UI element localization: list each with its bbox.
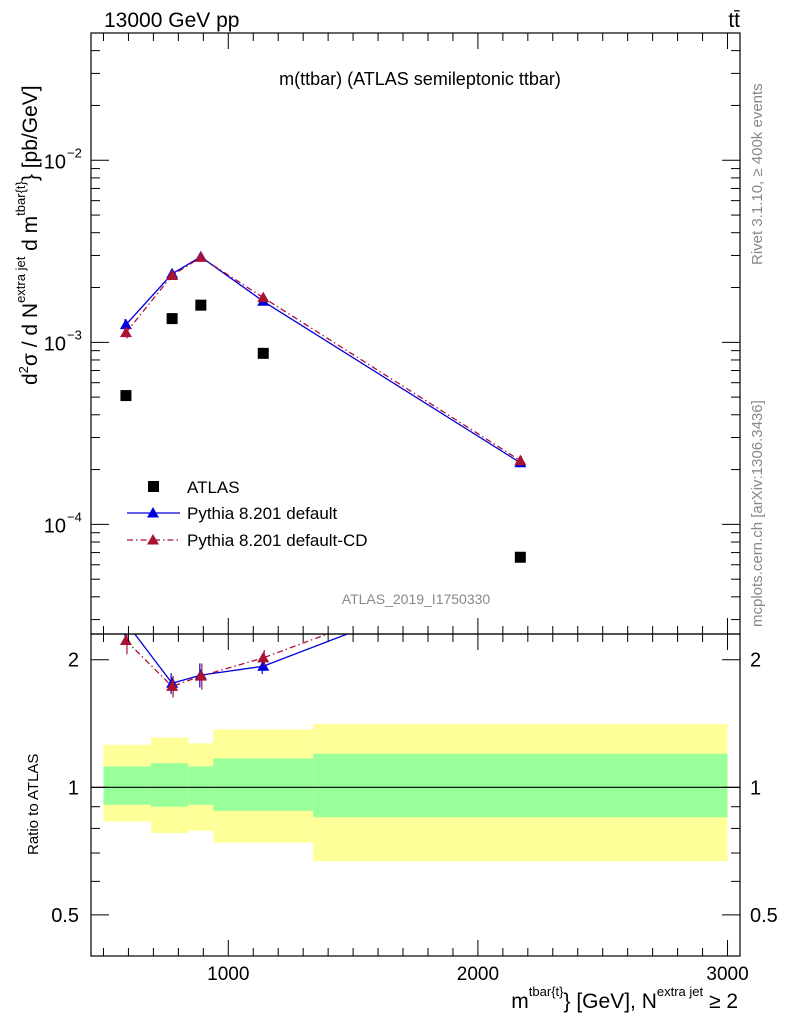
x-tick-label: 1000	[207, 964, 249, 985]
ratio-band-inner	[103, 766, 151, 805]
data-point-mc	[119, 326, 132, 338]
series-line	[125, 256, 521, 462]
data-point-atlas	[514, 551, 526, 563]
ratio-point	[257, 651, 270, 663]
ratio-tick-label-right: 1	[750, 777, 761, 799]
x-axis-title-text: mtbar{t}} [GeV], Nextra jet ≥ 2	[511, 984, 738, 1013]
process-label: tt̄	[728, 9, 740, 32]
data-point-atlas	[195, 299, 207, 311]
analysis-id: ATLAS_2019_I1750330	[342, 591, 491, 607]
ratio-tick-label-left: 0.5	[51, 905, 79, 927]
ratio-frame	[90, 633, 741, 957]
legend-marker-mc	[147, 507, 159, 518]
ratio-tick-label-right: 0.5	[750, 905, 778, 927]
series-line	[125, 256, 521, 464]
ratio-tick-label-left: 1	[68, 777, 79, 799]
ratio-band-inner	[213, 758, 314, 811]
data-point-mc	[194, 251, 207, 262]
data-point-mc	[119, 318, 132, 330]
legend-label: Pythia 8.201 default-CD	[187, 531, 368, 550]
chart-title: m(ttbar) (ATLAS semileptonic ttbar)	[279, 69, 561, 89]
legend-marker-mc	[147, 534, 159, 545]
ratio-axis-title: Ratio to ATLAS	[25, 754, 42, 855]
main-marks	[119, 250, 527, 563]
legend-label: ATLAS	[187, 478, 240, 497]
rivet-label: Rivet 3.1.10, ≥ 400k events	[749, 83, 766, 265]
main-axes: 10−410−310−2	[44, 32, 740, 634]
ratio-tick-label-right: 2	[750, 650, 761, 672]
ratio-axes: 1000 2000 3000 0.5 0.5 1 1 2 2	[51, 634, 778, 985]
x-tick-label: 3000	[706, 964, 748, 985]
y-tick-label: 10	[44, 515, 66, 537]
data-point-mc	[166, 269, 179, 280]
legend-label: Pythia 8.201 default	[187, 504, 338, 523]
data-point-atlas	[257, 347, 269, 359]
y-axis-title-text: d2σ / d Nextra jet d mtbar{t}} [pb/GeV]	[13, 85, 42, 385]
mcplots-label: mcplots.cern.ch [arXiv:1306.3436]	[749, 400, 766, 627]
energy-label: 13000 GeV pp	[104, 9, 239, 32]
x-axis-title: mtbar{t}} [GeV], Nextra jet ≥ 2	[511, 984, 738, 1013]
legend-marker-atlas	[148, 481, 159, 492]
main-panel: 10−410−310−2 m(ttbar) (ATLAS semileptoni…	[44, 32, 741, 635]
ratio-line	[133, 634, 350, 685]
y-tick-exponent: −4	[67, 509, 82, 524]
data-point-atlas	[166, 313, 178, 325]
x-tick-label: 2000	[457, 964, 499, 985]
y-tick-label: 10	[44, 333, 66, 355]
ratio-point	[514, 562, 526, 573]
ratio-tick-label-left: 2	[68, 650, 79, 672]
ratio-point	[120, 616, 132, 627]
data-point-atlas	[120, 390, 132, 402]
legend: ATLAS Pythia 8.201 default Pythia 8.201 de…	[127, 478, 368, 550]
ratio-panel: 1000 2000 3000 0.5 0.5 1 1 2 2	[51, 562, 778, 985]
ratio-point	[194, 670, 207, 681]
ratio-point	[166, 680, 179, 691]
ratio-band-inner	[150, 763, 189, 807]
ratio-marks	[91, 562, 740, 862]
y-tick-exponent: −2	[67, 145, 82, 160]
ratio-point	[257, 660, 270, 671]
y-tick-exponent: −3	[67, 327, 82, 342]
ratio-line	[125, 634, 330, 688]
data-point-mc	[514, 454, 527, 466]
y-tick-label: 10	[44, 151, 66, 173]
ratio-point	[119, 634, 132, 646]
data-point-mc	[257, 291, 270, 303]
ratio-band-inner	[188, 766, 214, 805]
y-axis-title: d2σ / d Nextra jet d mtbar{t}} [pb/GeV]	[13, 85, 42, 385]
ratio-band-inner	[313, 753, 728, 818]
